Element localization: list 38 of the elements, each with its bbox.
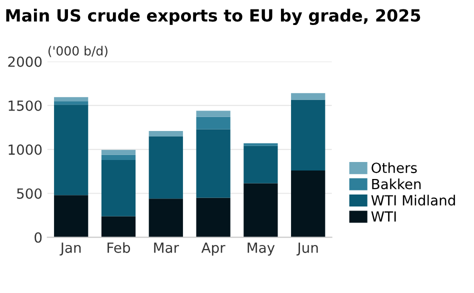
legend-label: Others [372, 162, 417, 174]
bar [101, 216, 136, 238]
bar [148, 130, 183, 136]
bar [244, 143, 278, 146]
x-tick-label: Feb [108, 242, 130, 253]
bar [196, 129, 230, 198]
bar [54, 195, 88, 238]
y-axis-title: ('000 b/d) [48, 46, 108, 58]
x-tick-label: May [248, 242, 275, 256]
y-tick-label: 1500 [8, 100, 42, 111]
bar [196, 110, 230, 117]
bar [291, 93, 326, 100]
y-tick-label: 1000 [8, 144, 42, 155]
bar [54, 104, 88, 196]
x-tick-label: Jan [60, 242, 81, 256]
legend-label: WTI [371, 211, 396, 222]
legend-label: Bakken [372, 178, 421, 190]
bar [101, 150, 136, 155]
bar [196, 198, 230, 238]
bar [244, 183, 278, 238]
bar [291, 170, 326, 238]
y-tick-label: 2000 [8, 56, 42, 68]
bar [101, 154, 136, 160]
bar [101, 160, 136, 216]
y-tick-label: 500 [17, 188, 42, 199]
chart-title: Main US crude exports to EU by grade, 2025 [6, 8, 420, 26]
bar [148, 198, 183, 238]
bar [54, 101, 88, 105]
x-tick-label: Apr [201, 242, 226, 256]
bar [148, 136, 183, 199]
y-tick-label: 0 [34, 232, 42, 243]
bar [291, 100, 326, 171]
legend-label: WTI Midland [371, 194, 455, 206]
bar [196, 116, 230, 130]
x-tick-label: Mar [154, 242, 179, 253]
bar [54, 97, 88, 102]
bar [244, 146, 278, 184]
x-tick-label: Jun [296, 242, 318, 256]
